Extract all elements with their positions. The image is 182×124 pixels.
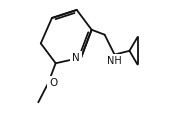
Text: NH: NH <box>107 56 122 66</box>
Text: N: N <box>72 53 80 63</box>
Text: O: O <box>50 78 58 88</box>
